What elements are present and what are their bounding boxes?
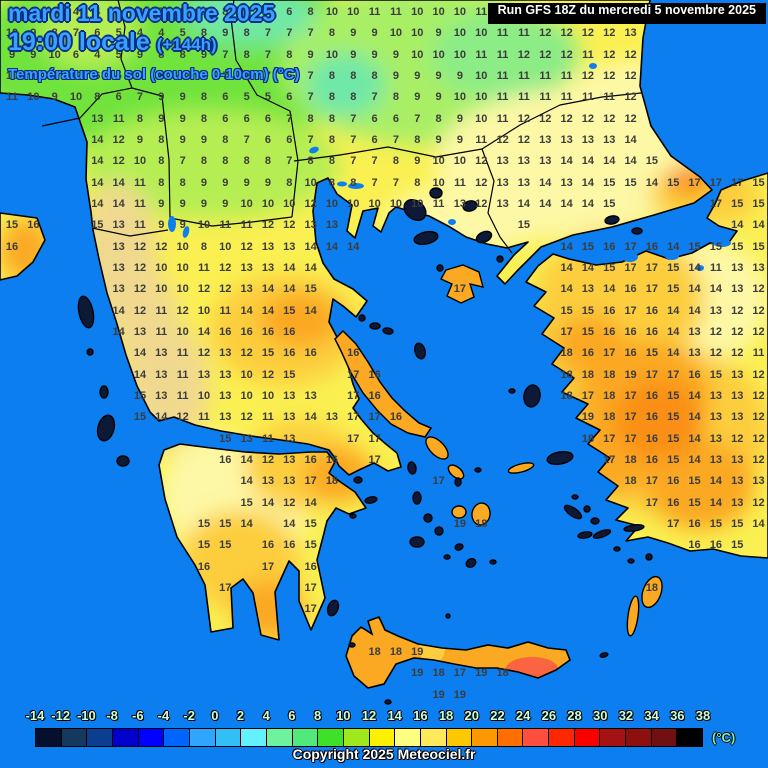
scale-tick-label: 18 — [438, 708, 454, 723]
scale-tick-label: -12 — [51, 708, 71, 723]
temperature-color-scale: -14 -12 -10 -8 -6 -4 -2 0 2 4 6 8 10 12 14 16 18 20 22 24 26… — [0, 706, 768, 768]
scale-tick-label: 2 — [236, 708, 245, 723]
legend-swatch — [574, 729, 601, 746]
scale-tick-label: 38 — [695, 708, 711, 723]
country-borders — [41, 0, 642, 254]
legend-swatch — [369, 729, 396, 746]
legend-swatch — [36, 729, 62, 746]
legend-swatch — [497, 729, 524, 746]
scale-tick-label: 28 — [567, 708, 582, 723]
lakes — [32, 63, 731, 271]
legend-swatch — [112, 729, 139, 746]
legend-swatch — [651, 729, 678, 746]
legend-swatch — [189, 729, 216, 746]
legend-swatch — [318, 729, 344, 746]
scale-tick-label: 36 — [670, 708, 685, 723]
legend-swatch — [343, 729, 370, 746]
legend-swatch — [164, 729, 190, 746]
scale-tick-label: -6 — [131, 708, 144, 723]
islands-dark — [77, 187, 653, 705]
scale-tick-label: 14 — [387, 708, 402, 723]
scale-tick-label: 8 — [313, 708, 322, 723]
scale-tick-label: 6 — [288, 708, 296, 723]
scale-tick-label: 32 — [618, 708, 634, 723]
scale-tick-label: 24 — [515, 708, 531, 723]
legend-swatch — [292, 729, 319, 746]
scale-unit-label: (°C) — [712, 730, 736, 745]
scale-tick-label: 20 — [464, 708, 479, 723]
legend-swatch — [215, 729, 242, 746]
scale-swatches — [35, 728, 703, 747]
legend-swatch — [395, 729, 421, 746]
scale-tick-label: 34 — [644, 708, 659, 723]
legend-swatch — [241, 729, 267, 746]
scale-tick-label: -10 — [76, 708, 96, 723]
legend-swatch — [138, 729, 165, 746]
scale-tick-label: -2 — [183, 708, 195, 723]
scale-tick-label: 10 — [336, 708, 351, 723]
legend-swatch — [549, 729, 575, 746]
legend-swatch — [266, 729, 293, 746]
scale-tick-label: 30 — [592, 708, 608, 723]
scale-tick-label: -14 — [25, 708, 45, 723]
legend-swatch — [420, 729, 447, 746]
legend-swatch — [677, 729, 703, 746]
scale-tick-label: -4 — [157, 708, 170, 723]
legend-swatch — [626, 729, 652, 746]
legend-swatch — [523, 729, 550, 746]
scale-tick-label: 22 — [490, 708, 505, 723]
scale-tick-label: 16 — [413, 708, 428, 723]
scale-tick-label: -8 — [106, 708, 118, 723]
scale-tick-label: 4 — [262, 708, 270, 723]
scale-tick-label: 0 — [211, 708, 219, 723]
legend-swatch — [600, 729, 627, 746]
legend-swatch — [87, 729, 113, 746]
copyright-line: Copyright 2025 Meteociel.fr — [292, 746, 476, 762]
greece-soil-temperature-map — [0, 0, 768, 705]
scale-tick-label: 26 — [541, 708, 557, 723]
model-run-info: Run GFS 18Z du mercredi 5 novembre 2025 — [487, 3, 766, 24]
islands-orange — [425, 264, 663, 637]
legend-swatch — [61, 729, 88, 746]
legend-swatch — [472, 729, 498, 746]
legend-swatch — [446, 729, 473, 746]
scale-tick-label: 12 — [361, 708, 377, 723]
